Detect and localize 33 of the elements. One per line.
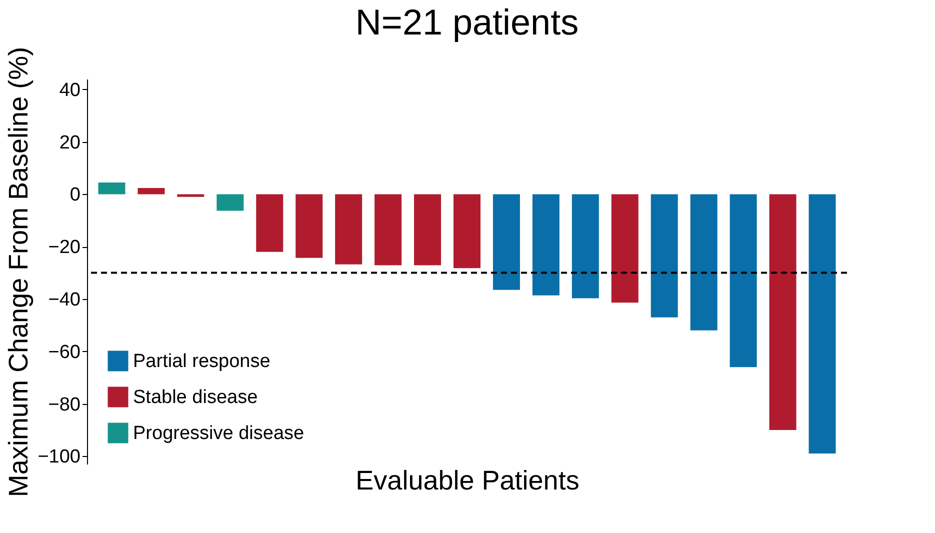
y-tick-label: −100 <box>38 446 80 468</box>
bar <box>690 194 718 330</box>
legend-label: Stable disease <box>133 387 258 408</box>
bar <box>177 194 204 197</box>
bar <box>730 194 757 368</box>
bar <box>454 194 480 268</box>
bar <box>216 194 244 211</box>
bar <box>374 194 402 266</box>
y-tick-label: −80 <box>48 394 80 416</box>
bar <box>611 194 638 303</box>
bar <box>492 194 520 290</box>
bar <box>138 188 165 194</box>
bar <box>650 194 678 318</box>
y-tick-label: −20 <box>48 237 80 258</box>
bar <box>335 194 362 264</box>
legend-label: Partial response <box>133 351 270 372</box>
bar <box>769 194 796 430</box>
bar <box>256 194 284 252</box>
x-axis-title: Evaluable Patients <box>356 466 580 496</box>
y-tick-label: 40 <box>59 80 80 101</box>
legend-label: Progressive disease <box>133 423 304 444</box>
y-tick-label: 20 <box>59 132 80 154</box>
chart-title: N=21 patients <box>355 1 579 42</box>
y-axis-title: Maximum Change From Baseline (%) <box>4 46 34 498</box>
bar <box>532 194 560 296</box>
bar <box>808 194 836 454</box>
y-tick-label: −40 <box>48 290 80 310</box>
y-tick-label: 0 <box>70 184 80 206</box>
bar <box>296 194 323 258</box>
y-tick-label: −60 <box>48 342 80 363</box>
bar <box>98 182 126 194</box>
bar <box>572 194 599 298</box>
bar <box>414 194 442 266</box>
